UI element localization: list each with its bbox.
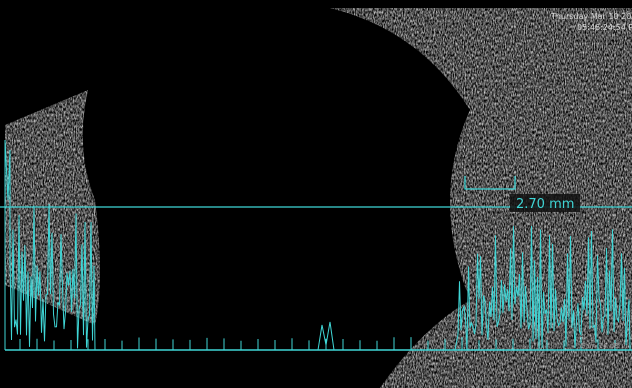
measurement: 2.70 mm [516, 197, 574, 212]
ultrasound-screen: 2.70 mm Thursday Mar 10 2022 05:46:24:54… [0, 0, 632, 388]
gain: Gain 74 dB [580, 342, 619, 350]
date: Thursday Mar 10 2022 [550, 12, 632, 21]
page: 2.70 mm Thursday Mar 10 2022 05:46:24:54… [0, 0, 632, 388]
top-border [0, 0, 632, 8]
time: 05:46:24:54 PM [577, 23, 632, 32]
